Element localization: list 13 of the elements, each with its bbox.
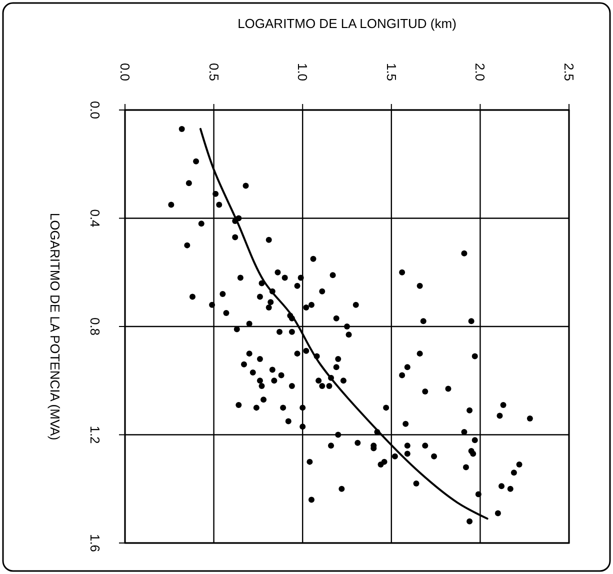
x-tick-label: 1.5 (384, 62, 399, 82)
y-tick-label: 0.8 (88, 317, 102, 336)
y-tick-label: 1.6 (88, 534, 102, 552)
y-tick-label: 1.2 (88, 426, 102, 444)
x-tick-label: 2.0 (472, 62, 488, 82)
y-tick-label: 0.0 (88, 100, 102, 120)
x-tick-label: 1.0 (295, 62, 310, 82)
y-axis-title: LOGARITMO DE LA POTENCIA (MVA) (48, 212, 62, 440)
y-tick-label: 0.4 (88, 209, 102, 228)
x-axis-title: LOGARITMO DE LA LONGITUD (km) (238, 16, 456, 31)
x-tick-label: 0.0 (118, 62, 132, 82)
x-tick-label: 0.5 (206, 62, 222, 82)
x-tick-label: 2.5 (562, 62, 576, 82)
